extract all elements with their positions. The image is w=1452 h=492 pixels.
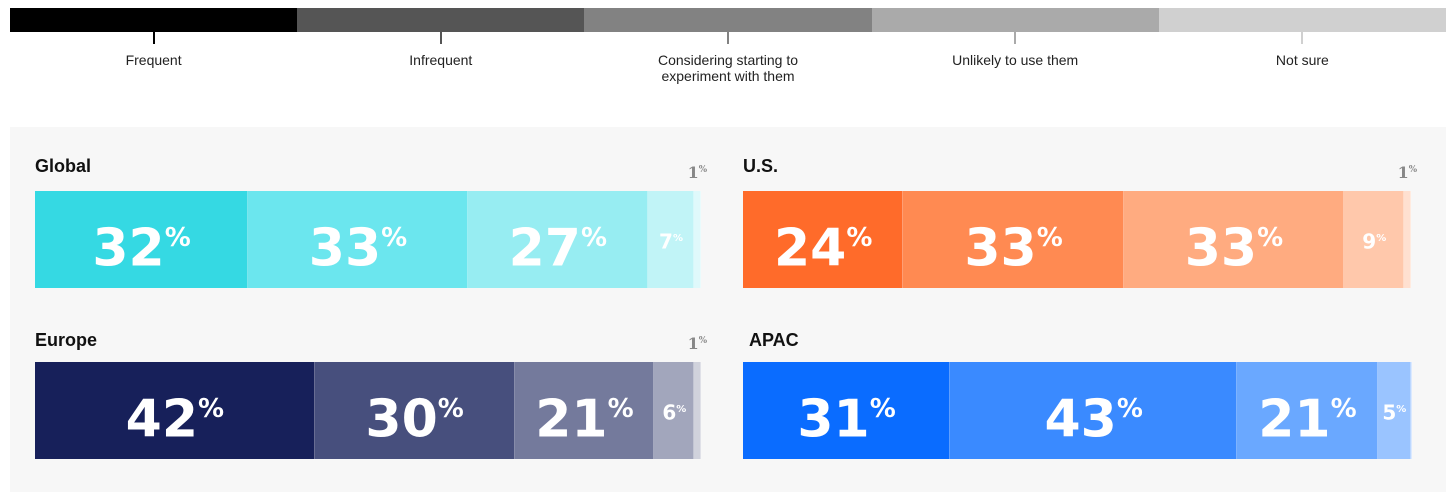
legend-label: Considering starting to experiment with … (657, 52, 799, 84)
legend-tick (727, 32, 729, 44)
value-label: 1% (687, 163, 708, 182)
value-label: 31% (797, 389, 896, 450)
legend-swatch (584, 8, 872, 32)
legend-tick (439, 32, 442, 44)
bar-segment (514, 362, 655, 459)
bar-segment (1404, 191, 1411, 288)
bar-segment (743, 362, 951, 459)
value-label: 21% (1258, 389, 1357, 450)
bar-segment (694, 362, 701, 459)
bar-segment (694, 191, 701, 288)
value-label: 33% (1184, 218, 1284, 279)
bar-segment (35, 191, 249, 288)
panel-title: APAC (749, 330, 799, 350)
value-label: 7% (659, 229, 683, 254)
value-label: 1% (1397, 163, 1418, 182)
legend-tick (1014, 32, 1017, 44)
legend-swatch (10, 8, 298, 32)
legend-label: Infrequent (409, 52, 473, 68)
bar-segment (1411, 362, 1412, 459)
bar-segment (314, 362, 515, 459)
bar-segment (950, 362, 1238, 459)
legend-label: Frequent (125, 52, 182, 68)
value-label: 27% (508, 218, 608, 279)
value-label: 30% (365, 389, 464, 450)
bar-segment (467, 191, 648, 288)
value-label: 43% (1044, 389, 1143, 450)
legend-swatch (871, 8, 1159, 32)
legend-tick (1301, 32, 1304, 44)
bar-segment (248, 191, 468, 288)
value-label: 33% (308, 218, 408, 279)
bar-segment (1237, 362, 1378, 459)
value-label: 24% (773, 218, 873, 279)
panel-title: Europe (35, 330, 98, 350)
legend-swatch (297, 8, 585, 32)
value-label: 33% (964, 218, 1063, 279)
panel-title: U.S. (743, 156, 779, 176)
value-label: 5% (1382, 400, 1407, 425)
value-label: 21% (535, 389, 634, 450)
bar-segment (647, 191, 695, 288)
panel-title: Global (35, 156, 92, 176)
value-label: 9% (1362, 229, 1387, 254)
legend-label: Unlikely to use them (952, 52, 1079, 68)
bar-segment (903, 191, 1124, 288)
legend-tick (152, 32, 155, 44)
value-label: 42% (125, 389, 225, 450)
legend-label: Not sure (1275, 52, 1329, 68)
bar-segment (1344, 191, 1405, 288)
legend-swatch (1158, 8, 1446, 32)
value-label: 1% (687, 334, 708, 353)
bar-segment (743, 191, 904, 288)
bar-segment (35, 362, 315, 459)
bar-segment (1377, 362, 1411, 459)
value-label: 32% (92, 218, 191, 279)
bar-segment (654, 362, 695, 459)
bar-segment (1123, 191, 1345, 288)
value-label: 6% (662, 400, 687, 425)
